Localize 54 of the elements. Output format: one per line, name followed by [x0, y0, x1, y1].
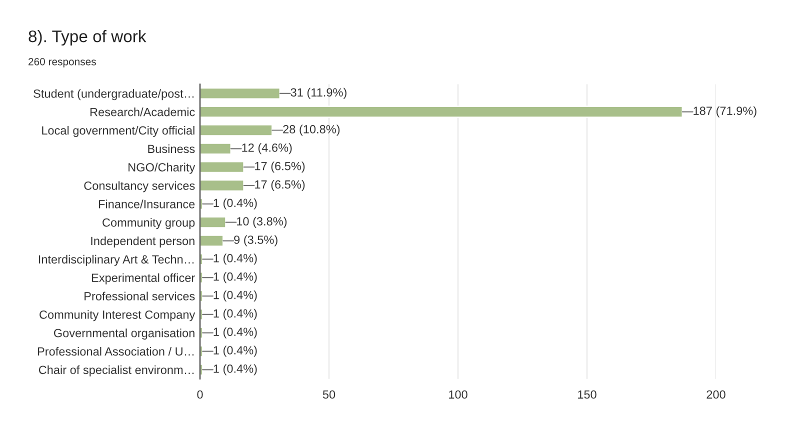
y-tick-label: Student (undergraduate/post…	[34, 89, 194, 100]
bar	[200, 345, 204, 358]
y-tick-label: Consultancy services	[84, 181, 195, 192]
data-label: 9 (3.5%)	[234, 235, 278, 246]
y-tick-label: Finance/Insurance	[98, 200, 195, 208]
y-tick-label: Business	[148, 144, 195, 154]
y-tick-label: Governmental organisation	[54, 328, 194, 340]
bar	[200, 308, 204, 321]
bar	[200, 234, 224, 247]
data-label: 12 (4.6%)	[242, 143, 292, 154]
y-tick-label: Local government/City official	[42, 126, 194, 137]
data-label: 1 (0.4%)	[214, 364, 257, 376]
y-tick-label: Community Interest Company	[40, 310, 196, 322]
y-tick-label: Research/Academic	[90, 108, 195, 116]
y-tick-label: Experimental officer	[92, 273, 195, 284]
x-tick-label: 150	[578, 390, 596, 399]
data-label: 28 (10.8%)	[283, 124, 340, 136]
y-tick-label: Professional Association / U…	[38, 346, 194, 356]
data-label: 1 (0.4%)	[214, 327, 257, 338]
bar	[200, 160, 245, 174]
bar	[200, 198, 204, 210]
text: 260 responses	[28, 58, 96, 68]
data-label: 17 (6.5%)	[255, 162, 305, 173]
x-tick-label: 100	[449, 390, 468, 399]
bar	[200, 179, 245, 192]
data-label: 17 (6.5%)	[255, 180, 305, 191]
data-label: 1 (0.4%)	[214, 290, 257, 302]
data-label: 1 (0.4%)	[214, 254, 257, 265]
data-label: 1 (0.4%)	[214, 198, 257, 210]
data-label: 187 (71.9%)	[694, 106, 756, 118]
x-tick-label: 200	[706, 390, 726, 399]
x-tick-label: 50	[322, 390, 336, 399]
x-tick-label: 0	[197, 390, 203, 399]
bar	[200, 271, 204, 284]
y-tick-label: Professional services	[84, 292, 195, 300]
y-tick-label: Independent person	[91, 236, 194, 248]
data-label: 1 (0.4%)	[214, 346, 257, 357]
bar	[200, 142, 232, 155]
bar	[200, 124, 273, 136]
bar	[200, 252, 204, 266]
data-label: 10 (3.8%)	[237, 216, 287, 228]
y-tick-label: Community group	[102, 218, 195, 230]
chart-title: 8). Type of work	[28, 30, 146, 46]
bar	[200, 363, 204, 376]
y-tick-label: Interdisciplinary Art & Techn…	[38, 254, 194, 266]
y-tick-label: Chair of specialist environm…	[38, 365, 194, 376]
data-label: 31 (11.9%)	[290, 88, 346, 99]
bar	[200, 326, 204, 340]
y-tick-label: NGO/Charity	[128, 162, 196, 174]
bar	[200, 87, 281, 100]
bar	[200, 106, 684, 118]
data-label: 1 (0.4%)	[214, 272, 257, 284]
bar	[200, 216, 226, 229]
data-label: 1 (0.4%)	[214, 308, 257, 320]
